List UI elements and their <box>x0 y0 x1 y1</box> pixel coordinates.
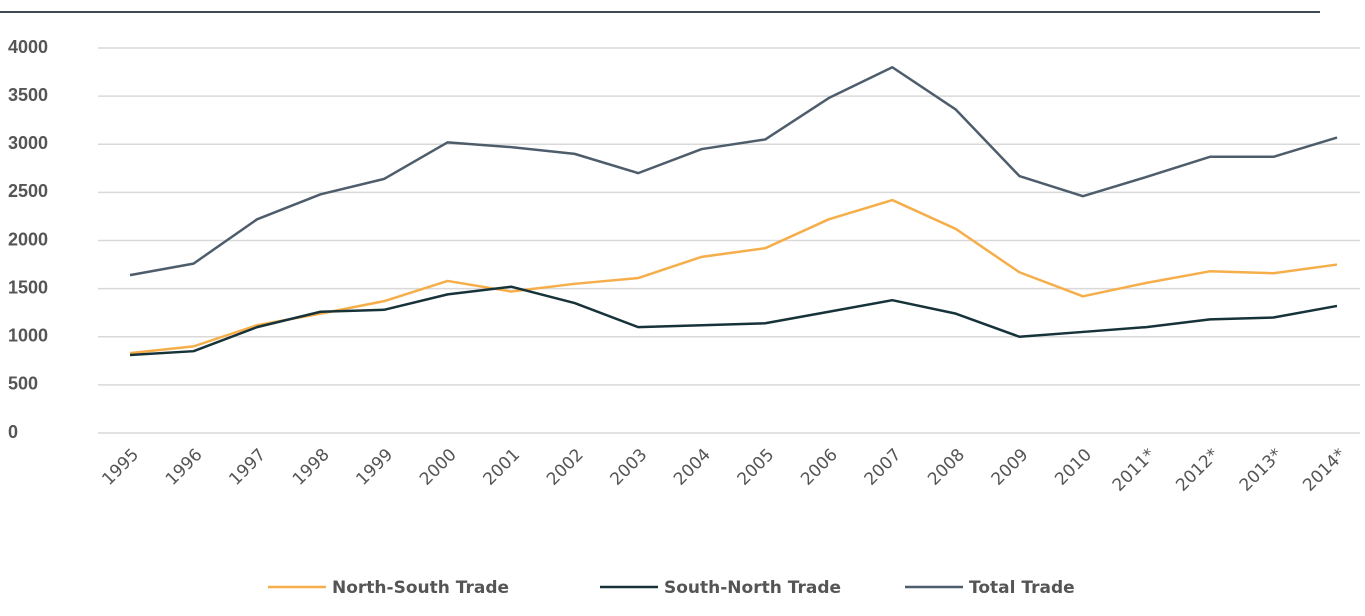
y-tick-label: 3000 <box>8 133 48 153</box>
series-line <box>129 285 1338 357</box>
y-tick-label: 1000 <box>8 326 48 346</box>
y-tick-label: 0 <box>8 422 18 442</box>
y-tick-label: 1500 <box>8 277 48 297</box>
x-tick-label: 2013* <box>1236 445 1287 496</box>
x-tick-label: 2005 <box>734 445 779 490</box>
legend-label: South-North Trade <box>664 578 841 598</box>
x-tick-label: 1998 <box>289 445 334 490</box>
x-tick-label: 1999 <box>352 445 397 490</box>
legend-label: Total Trade <box>969 578 1075 598</box>
x-tick-label: 2011* <box>1109 445 1160 496</box>
x-tick-label: 2000 <box>416 445 461 490</box>
x-tick-label: 2001 <box>479 445 524 490</box>
y-tick-label: 500 <box>8 374 38 394</box>
y-tick-label: 2500 <box>8 181 48 201</box>
x-tick-label: 2010 <box>1051 445 1096 490</box>
y-tick-label: 4000 <box>8 37 48 57</box>
x-tick-label: 1997 <box>225 445 270 490</box>
x-tick-label: 2003 <box>607 445 652 490</box>
x-tick-label: 2014* <box>1299 445 1350 496</box>
x-tick-label: 1996 <box>162 445 207 490</box>
x-tick-label: 2002 <box>543 445 588 490</box>
legend-label: North-South Trade <box>332 578 509 598</box>
x-tick-label: 1995 <box>98 445 143 490</box>
x-tick-label: 2012* <box>1172 445 1223 496</box>
x-tick-label: 2008 <box>924 445 969 490</box>
series-line <box>129 66 1338 277</box>
x-tick-label: 2004 <box>670 445 715 490</box>
y-tick-label: 3500 <box>8 85 48 105</box>
x-tick-label: 2009 <box>988 445 1033 490</box>
x-tick-label: 2007 <box>861 445 906 490</box>
x-tick-label: 2006 <box>797 445 842 490</box>
series-line <box>129 198 1338 355</box>
y-tick-label: 2000 <box>8 229 48 249</box>
